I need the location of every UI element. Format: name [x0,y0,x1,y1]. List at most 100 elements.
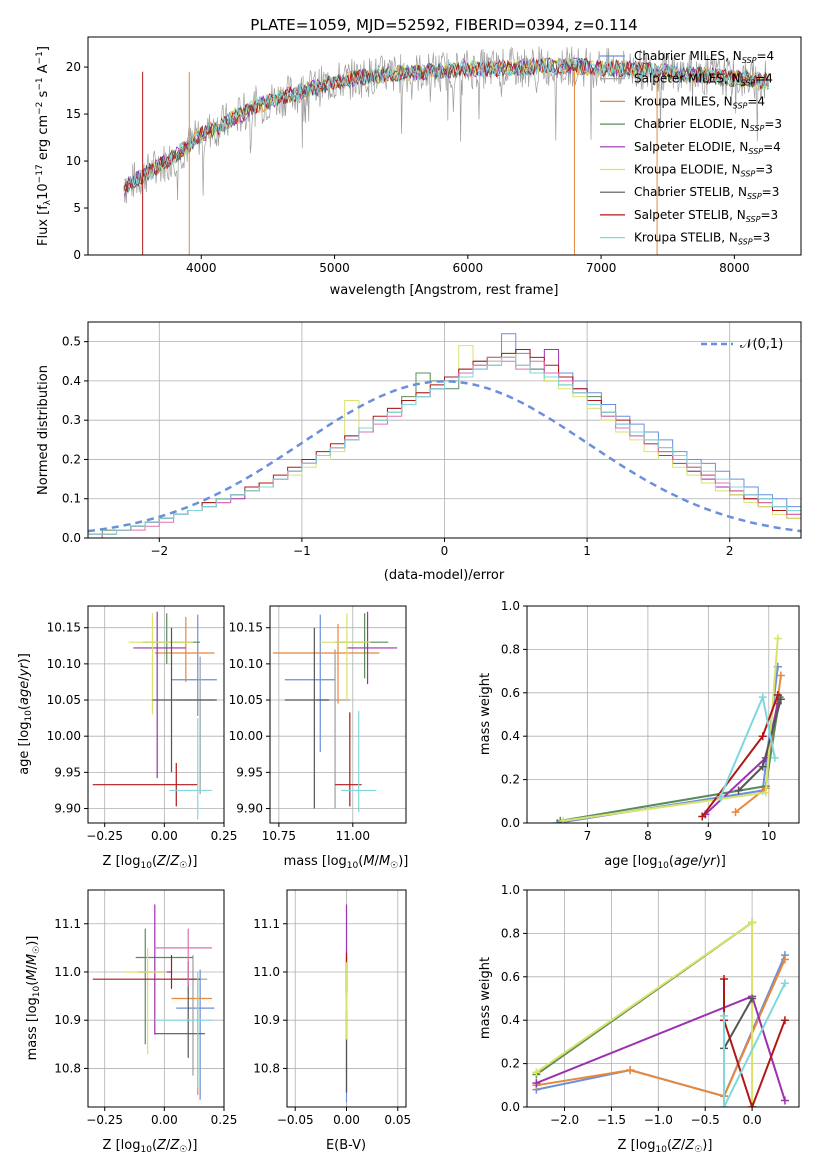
weight-marker [758,762,767,771]
y-tick-label: 10.05 [229,693,263,707]
error-bars [92,611,217,820]
x-tick-label: 0.00 [151,1113,178,1127]
weight-marker [748,918,757,927]
y-tick-label: 9.95 [54,765,81,779]
legend-label: Kroupa STELIB, NSSP=3 [634,231,770,247]
weight-marker [776,695,785,704]
y-tick-label: 0.4 [501,1013,520,1027]
y-tick-label: 11.1 [253,917,280,931]
age-vs-mass-frame [269,605,407,824]
y-tick-label: 0.2 [501,1057,520,1071]
mass-vs-Z-ticks: −0.25 0.00 0.25 10.8 10.9 11.0 11.1 [54,917,237,1127]
histograms [88,333,801,538]
grid [88,322,801,539]
legend-label: Chabrier MILES, NSSP=4 [634,49,774,65]
age-vs-Z-ylabel: age [log10(age/yr)] [17,653,34,775]
x-tick-label: 2 [726,544,734,558]
weight-marker [719,1011,728,1020]
y-tick-label: 10.15 [47,621,81,635]
y-tick-label: 10.10 [47,657,81,671]
x-tick-label: 5000 [319,261,350,275]
spectrum-line [123,46,769,204]
mass-vs-ebv-panel: −0.05 0.00 0.05 10.8 10.9 11.0 11.1 E(B-V) [253,889,411,1153]
y-tick-label: 0.6 [501,686,520,700]
spectrum-legend: Chabrier MILES, NSSP=4 Salpeter MILES, NS… [600,49,782,247]
weight-marker [734,786,743,795]
spectrum-line [123,56,769,187]
weight-marker [532,1079,541,1088]
weight-marker [731,808,740,817]
weight-lines [553,634,785,823]
spectrum-line [123,57,769,193]
y-tick-label: 0.4 [501,729,520,743]
y-tick-label: 0.2 [62,452,81,466]
x-tick-label: 11.00 [336,829,370,843]
weight-marker [698,812,707,821]
y-tick-label: 11.1 [54,917,81,931]
weight-marker [626,1066,635,1075]
x-tick-label: 1 [583,544,591,558]
x-tick-label: −0.25 [86,1113,123,1127]
weight-marker [758,732,767,741]
weight-vs-Z-plot-area [527,889,799,1108]
y-tick-label: 9.90 [54,802,81,816]
weight-vs-age-ylabel: mass weight [478,673,493,755]
residual-ylabel: Normed distribution [36,365,51,495]
residual-legend: 𝒩(0,1) [701,337,783,352]
weight-marker [758,693,767,702]
spectrum-xlabel: wavelength [Angstrom, rest frame] [330,283,559,298]
y-tick-label: 10.05 [47,693,81,707]
mass-vs-Z-frame [87,889,225,1108]
mass-vs-Z-xlabel: Z [log10(Z/Z☉)] [103,1138,198,1155]
weight-line [536,954,786,1098]
residual-ticks: −2 −1 0 1 2 0.0 0.1 0.2 0.3 0.4 0.5 [62,335,734,558]
y-tick-label: 9.95 [236,765,263,779]
weight-marker [748,1103,757,1107]
weight-line [723,979,786,1107]
weight-marker [748,994,757,1003]
weight-line [723,998,753,1049]
age-vs-mass-xlabel: mass [log10(M/M☉)] [284,854,409,871]
y-tick-label: 0.8 [501,926,520,940]
weight-vs-age-panel: 7 8 9 10 0.0 0.2 0.4 0.6 0.8 1.0 age [log10(age/y… [478,599,800,871]
y-tick-label: 0.3 [62,413,81,427]
weight-marker [773,634,782,643]
age-vs-Z-xlabel: Z [log10(Z/Z☉)] [103,854,198,871]
x-tick-label: 0.25 [211,1113,238,1127]
x-tick-label: 10 [761,829,776,843]
legend-label: Salpeter ELODIE, NSSP=4 [634,140,781,156]
weight-marker [780,1096,789,1105]
age-vs-Z-ticks: −0.25 0.00 0.25 9.90 9.95 10.00 10.05 10.10 10.1… [47,621,238,843]
legend-label: Kroupa ELODIE, NSSP=3 [634,163,773,179]
y-tick-label: 0.5 [62,335,81,349]
x-tick-label: −1.0 [644,1113,673,1127]
weight-line [557,666,779,823]
weight-vs-age-plot-area [527,605,799,824]
x-tick-label: 0 [441,544,449,558]
x-tick-label: 10.75 [262,829,296,843]
x-tick-label: 8 [644,829,652,843]
x-tick-label: 8000 [719,261,750,275]
y-tick-label: 0.0 [501,816,520,830]
y-tick-label: 15 [66,107,81,121]
x-tick-label: −1 [293,544,311,558]
age-vs-Z-plot-area [88,606,225,823]
y-tick-label: 10.8 [54,1061,81,1075]
y-tick-label: 10.15 [229,621,263,635]
age-vs-mass-plot-area [270,606,406,823]
weight-marker [716,792,725,801]
age-vs-Z-frame [87,605,225,824]
spectrum-ticks: 4000 5000 6000 7000 8000 0 5 10 15 20 [66,60,750,275]
weight-vs-Z-ticks: −2.0 −1.5 −1.0 −0.5 0.0 0.0 0.2 0.4 0.6 0.8 1.0 [501,883,762,1127]
histogram-step [88,356,801,538]
y-tick-label: 0 [73,248,81,262]
legend-label: Salpeter STELIB, NSSP=3 [634,208,778,224]
y-tick-label: 10.00 [229,729,263,743]
mass-vs-ebv-plot-area [287,890,406,1107]
residual-plot-area [88,322,801,539]
grid [270,606,406,823]
legend-label: Salpeter MILES, NSSP=4 [634,72,773,88]
normal-curve-legend-label: 𝒩(0,1) [740,337,783,352]
weight-line [723,982,786,1107]
